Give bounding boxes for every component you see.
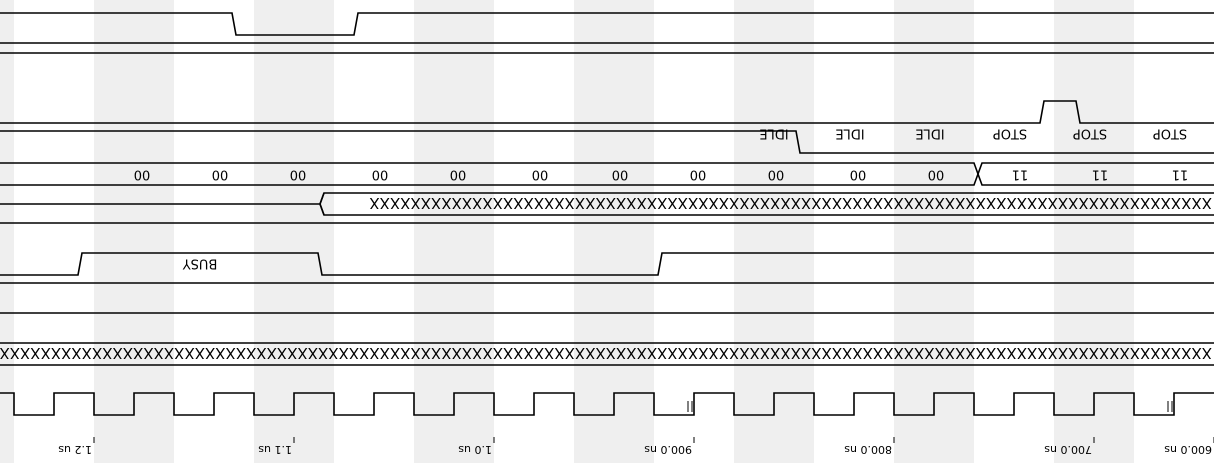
bus-value-label: 11 — [1012, 167, 1029, 182]
bus-value-label: 11 — [1092, 167, 1109, 182]
time-stripe — [894, 0, 974, 463]
signal-sig-d[interactable] — [0, 130, 1214, 154]
bus-value-label: 00 — [850, 167, 867, 182]
bus-edge — [319, 192, 325, 205]
signal-bus-data[interactable]: XXXXXXXXXXXXXXXXXXXXXXXXXXXXXXXXXXXXXXXX… — [0, 192, 1214, 216]
bus-value-label: 00 — [532, 167, 549, 182]
signal-value-label: STOP — [993, 126, 1027, 141]
signal-value-label: STOP — [1073, 126, 1107, 141]
signal-state[interactable]: STOP STOP STOP IDLE IDLE IDLE — [0, 100, 1214, 141]
signal-busy[interactable]: BUSY — [0, 252, 1214, 276]
signal-sig-g[interactable] — [0, 12, 1214, 36]
time-stripe — [0, 0, 14, 463]
time-stripe — [254, 0, 334, 463]
signal-clk[interactable] — [0, 392, 1214, 416]
time-tick-label: 1.2 us — [58, 443, 92, 456]
bus-value-label: 00 — [290, 167, 307, 182]
signal-bus-byte[interactable]: 11 11 11 00 00 00 00 00 00 00 00 00 00 00 — [0, 162, 1214, 186]
bus-value-label: 11 — [1172, 167, 1189, 182]
bit-waveform — [0, 100, 1214, 124]
time-tick-label: 800.0 ns — [844, 443, 892, 456]
time-tick-label: 700.0 ns — [1044, 443, 1092, 456]
bus-undefined-fill: XXXXXXXXXXXXXXXXXXXXXXXXXXXXXXXXXXXXXXXX… — [0, 344, 1212, 362]
signal-value-label: IDLE — [835, 126, 864, 141]
stripe-layer — [0, 0, 1134, 463]
bit-waveform — [0, 12, 1214, 36]
bus-edge — [319, 203, 325, 216]
time-stripe — [734, 0, 814, 463]
bus-segment — [0, 342, 1214, 366]
bus-value-label: 00 — [928, 167, 945, 182]
signal-bus-x[interactable]: XXXXXXXXXXXXXXXXXXXXXXXXXXXXXXXXXXXXXXXX… — [0, 342, 1214, 366]
time-tick-label: 900.0 ns — [644, 443, 692, 456]
time-stripe — [414, 0, 494, 463]
time-tick-label: 600.0 ns — [1164, 443, 1212, 456]
time-stripe — [574, 0, 654, 463]
bus-value-label: 00 — [134, 167, 151, 182]
bus-value-label: 00 — [372, 167, 389, 182]
time-tick-label: 1.0 us — [458, 443, 492, 456]
time-stripe — [94, 0, 174, 463]
signal-value-label: STOP — [1153, 126, 1187, 141]
signal-value-label: IDLE — [915, 126, 944, 141]
time-axis: 600.0 ns 700.0 ns 800.0 ns 900.0 ns 1.0 us 1.… — [58, 437, 1214, 456]
signal-layer: XXXXXXXXXXXXXXXXXXXXXXXXXXXXXXXXXXXXXXXX… — [0, 12, 1214, 416]
time-stripe — [1054, 0, 1134, 463]
bit-waveform — [0, 252, 1214, 276]
bit-waveform — [0, 130, 1214, 154]
clock-waveform — [0, 392, 1214, 416]
bus-value-label: 00 — [212, 167, 229, 182]
signal-value-label: IDLE — [759, 126, 788, 141]
bus-value-label: 00 — [450, 167, 467, 182]
bus-segment — [0, 162, 979, 186]
bus-value-label: 00 — [612, 167, 629, 182]
bus-undefined-fill: XXXXXXXXXXXXXXXXXXXXXXXXXXXXXXXXXXXXXXXX… — [369, 194, 1212, 212]
bus-value-label: 00 — [690, 167, 707, 182]
bus-value-label: 00 — [768, 167, 785, 182]
signal-value-label: BUSY — [183, 256, 218, 271]
time-tick-label: 1.1 us — [258, 443, 292, 456]
